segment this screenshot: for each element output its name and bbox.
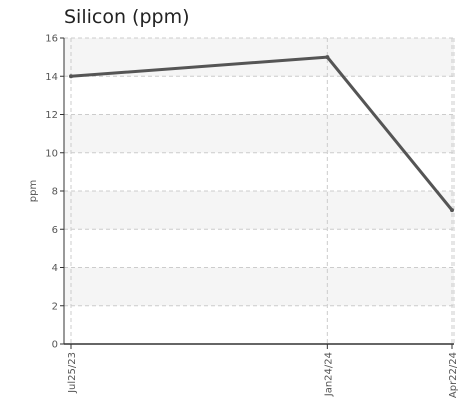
chart-title: Silicon (ppm): [64, 6, 190, 28]
y-tick-label: 8: [52, 187, 58, 198]
y-tick-label: 4: [52, 263, 58, 274]
background-bands: [64, 38, 454, 306]
x-tick-label: Jul25/23: [67, 352, 78, 394]
y-tick-label: 10: [45, 148, 58, 159]
grid-lines: [64, 37, 455, 344]
y-tick-label: 12: [45, 110, 58, 121]
y-tick-label: 14: [45, 72, 58, 83]
axes: [60, 37, 454, 349]
background-band: [64, 267, 454, 306]
background-band: [64, 191, 454, 230]
y-tick-label: 2: [52, 301, 58, 312]
x-tick-labels: Jul25/23 Jan24/24 Apr22/24: [67, 352, 459, 398]
y-tick-label: 16: [45, 34, 58, 45]
data-point: [325, 55, 330, 60]
x-tick-label: Jan24/24: [323, 352, 334, 397]
data-point: [69, 74, 73, 79]
data-point: [450, 208, 454, 213]
y-tick-label: 0: [52, 340, 58, 351]
background-band: [64, 38, 454, 77]
series-group: [69, 55, 454, 213]
x-tick-label: Apr22/24: [448, 352, 459, 398]
y-axis-label: ppm: [28, 180, 39, 202]
y-tick-labels: 0 2 4 6 8 10 12 14 16: [45, 34, 58, 351]
y-tick-label: 6: [52, 225, 58, 236]
background-band: [64, 114, 454, 153]
